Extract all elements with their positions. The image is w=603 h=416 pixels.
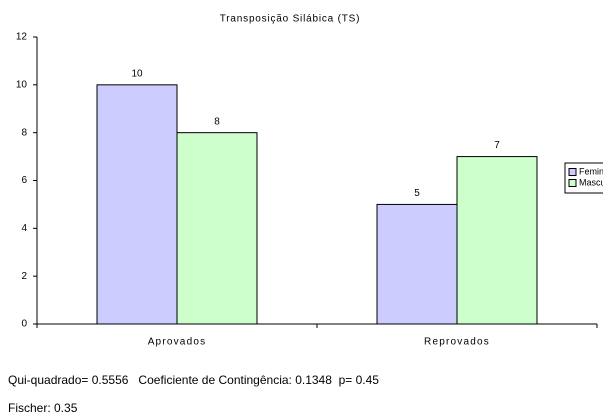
y-tick-label: 10 [16, 79, 28, 90]
data-label: 10 [131, 68, 143, 79]
data-label: 7 [494, 140, 500, 151]
data-label: 5 [414, 188, 420, 199]
y-tick-label: 12 [16, 32, 28, 43]
data-label: 8 [214, 116, 220, 127]
x-tick-label: Reprovados [424, 337, 490, 348]
note: Qui-quadrado= 0.5556 Coeficiente de Cont… [8, 373, 379, 387]
y-tick-label: 2 [21, 271, 27, 282]
y-tick-label: 0 [21, 319, 27, 330]
bar [96, 84, 178, 325]
bar [456, 156, 538, 325]
note: Fischer: 0.35 [8, 401, 78, 415]
legend-label: Masculino [579, 177, 603, 187]
bar [376, 203, 458, 325]
legend-label: Feminino [579, 166, 603, 176]
y-tick-label: 6 [21, 175, 27, 186]
y-tick-label: 8 [21, 127, 27, 138]
legend-swatch [568, 168, 577, 176]
chart-title: Transposição Silábica (TS) [220, 14, 360, 25]
x-tick-label: Aprovados [148, 337, 207, 348]
y-tick-label: 4 [21, 223, 27, 234]
bar [176, 132, 258, 325]
legend-swatch [568, 179, 577, 187]
